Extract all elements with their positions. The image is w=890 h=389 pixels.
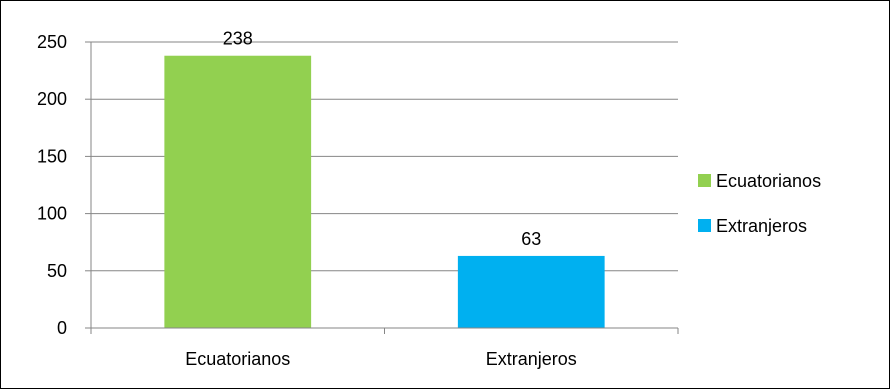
x-tick-label: Extranjeros <box>486 349 577 369</box>
y-tick-label: 0 <box>57 318 67 338</box>
legend-label: Extranjeros <box>716 216 807 236</box>
y-tick-label: 250 <box>37 32 67 52</box>
legend-label: Ecuatorianos <box>716 171 821 191</box>
data-labels: 238 63 <box>223 29 542 249</box>
data-label: 63 <box>521 229 541 249</box>
data-label: 238 <box>223 29 253 49</box>
legend-swatch <box>698 174 711 187</box>
axes: 0 50 100 150 200 250 Ecuatorianos Extranjeros <box>37 32 679 369</box>
legend: Ecuatorianos Extranjeros <box>698 171 821 236</box>
legend-swatch <box>698 219 711 232</box>
bar-extranjeros <box>457 255 605 328</box>
y-tick-label: 50 <box>47 261 67 281</box>
bars <box>164 55 605 329</box>
y-tick-label: 150 <box>37 146 67 166</box>
y-tick-label: 100 <box>37 204 67 224</box>
y-tick-label: 200 <box>37 89 67 109</box>
x-tick-label: Ecuatorianos <box>185 349 290 369</box>
bar-ecuatorianos <box>164 55 312 329</box>
